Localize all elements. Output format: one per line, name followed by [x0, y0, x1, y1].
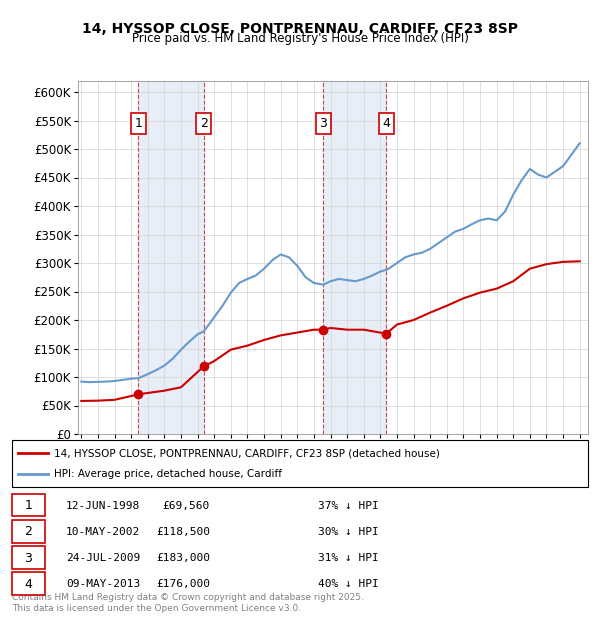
Text: 30% ↓ HPI: 30% ↓ HPI [318, 527, 379, 537]
Bar [139, 81, 203, 434]
Bar [323, 81, 386, 434]
Text: 14, HYSSOP CLOSE, PONTPRENNAU, CARDIFF, CF23 8SP (detached house): 14, HYSSOP CLOSE, PONTPRENNAU, CARDIFF, … [54, 448, 440, 458]
Text: HPI: Average price, detached house, Cardiff: HPI: Average price, detached house, Card… [54, 469, 282, 479]
Text: 3: 3 [25, 552, 32, 564]
Text: £183,000: £183,000 [156, 553, 210, 563]
Text: 12-JUN-1998: 12-JUN-1998 [66, 501, 140, 511]
Text: 14, HYSSOP CLOSE, PONTPRENNAU, CARDIFF, CF23 8SP: 14, HYSSOP CLOSE, PONTPRENNAU, CARDIFF, … [82, 22, 518, 36]
Text: 4: 4 [25, 578, 32, 590]
Text: £69,560: £69,560 [163, 501, 210, 511]
Text: 3: 3 [319, 117, 327, 130]
Text: 40% ↓ HPI: 40% ↓ HPI [318, 579, 379, 589]
Text: 1: 1 [25, 500, 32, 512]
Text: Contains HM Land Registry data © Crown copyright and database right 2025.
This d: Contains HM Land Registry data © Crown c… [12, 593, 364, 613]
Text: 24-JUL-2009: 24-JUL-2009 [66, 553, 140, 563]
Text: 4: 4 [382, 117, 390, 130]
Text: 31% ↓ HPI: 31% ↓ HPI [318, 553, 379, 563]
Text: 2: 2 [25, 526, 32, 538]
Text: 10-MAY-2002: 10-MAY-2002 [66, 527, 140, 537]
Text: 09-MAY-2013: 09-MAY-2013 [66, 579, 140, 589]
Text: 2: 2 [200, 117, 208, 130]
Text: £176,000: £176,000 [156, 579, 210, 589]
Text: 1: 1 [134, 117, 142, 130]
Text: £118,500: £118,500 [156, 527, 210, 537]
Text: 37% ↓ HPI: 37% ↓ HPI [318, 501, 379, 511]
Text: Price paid vs. HM Land Registry's House Price Index (HPI): Price paid vs. HM Land Registry's House … [131, 32, 469, 45]
